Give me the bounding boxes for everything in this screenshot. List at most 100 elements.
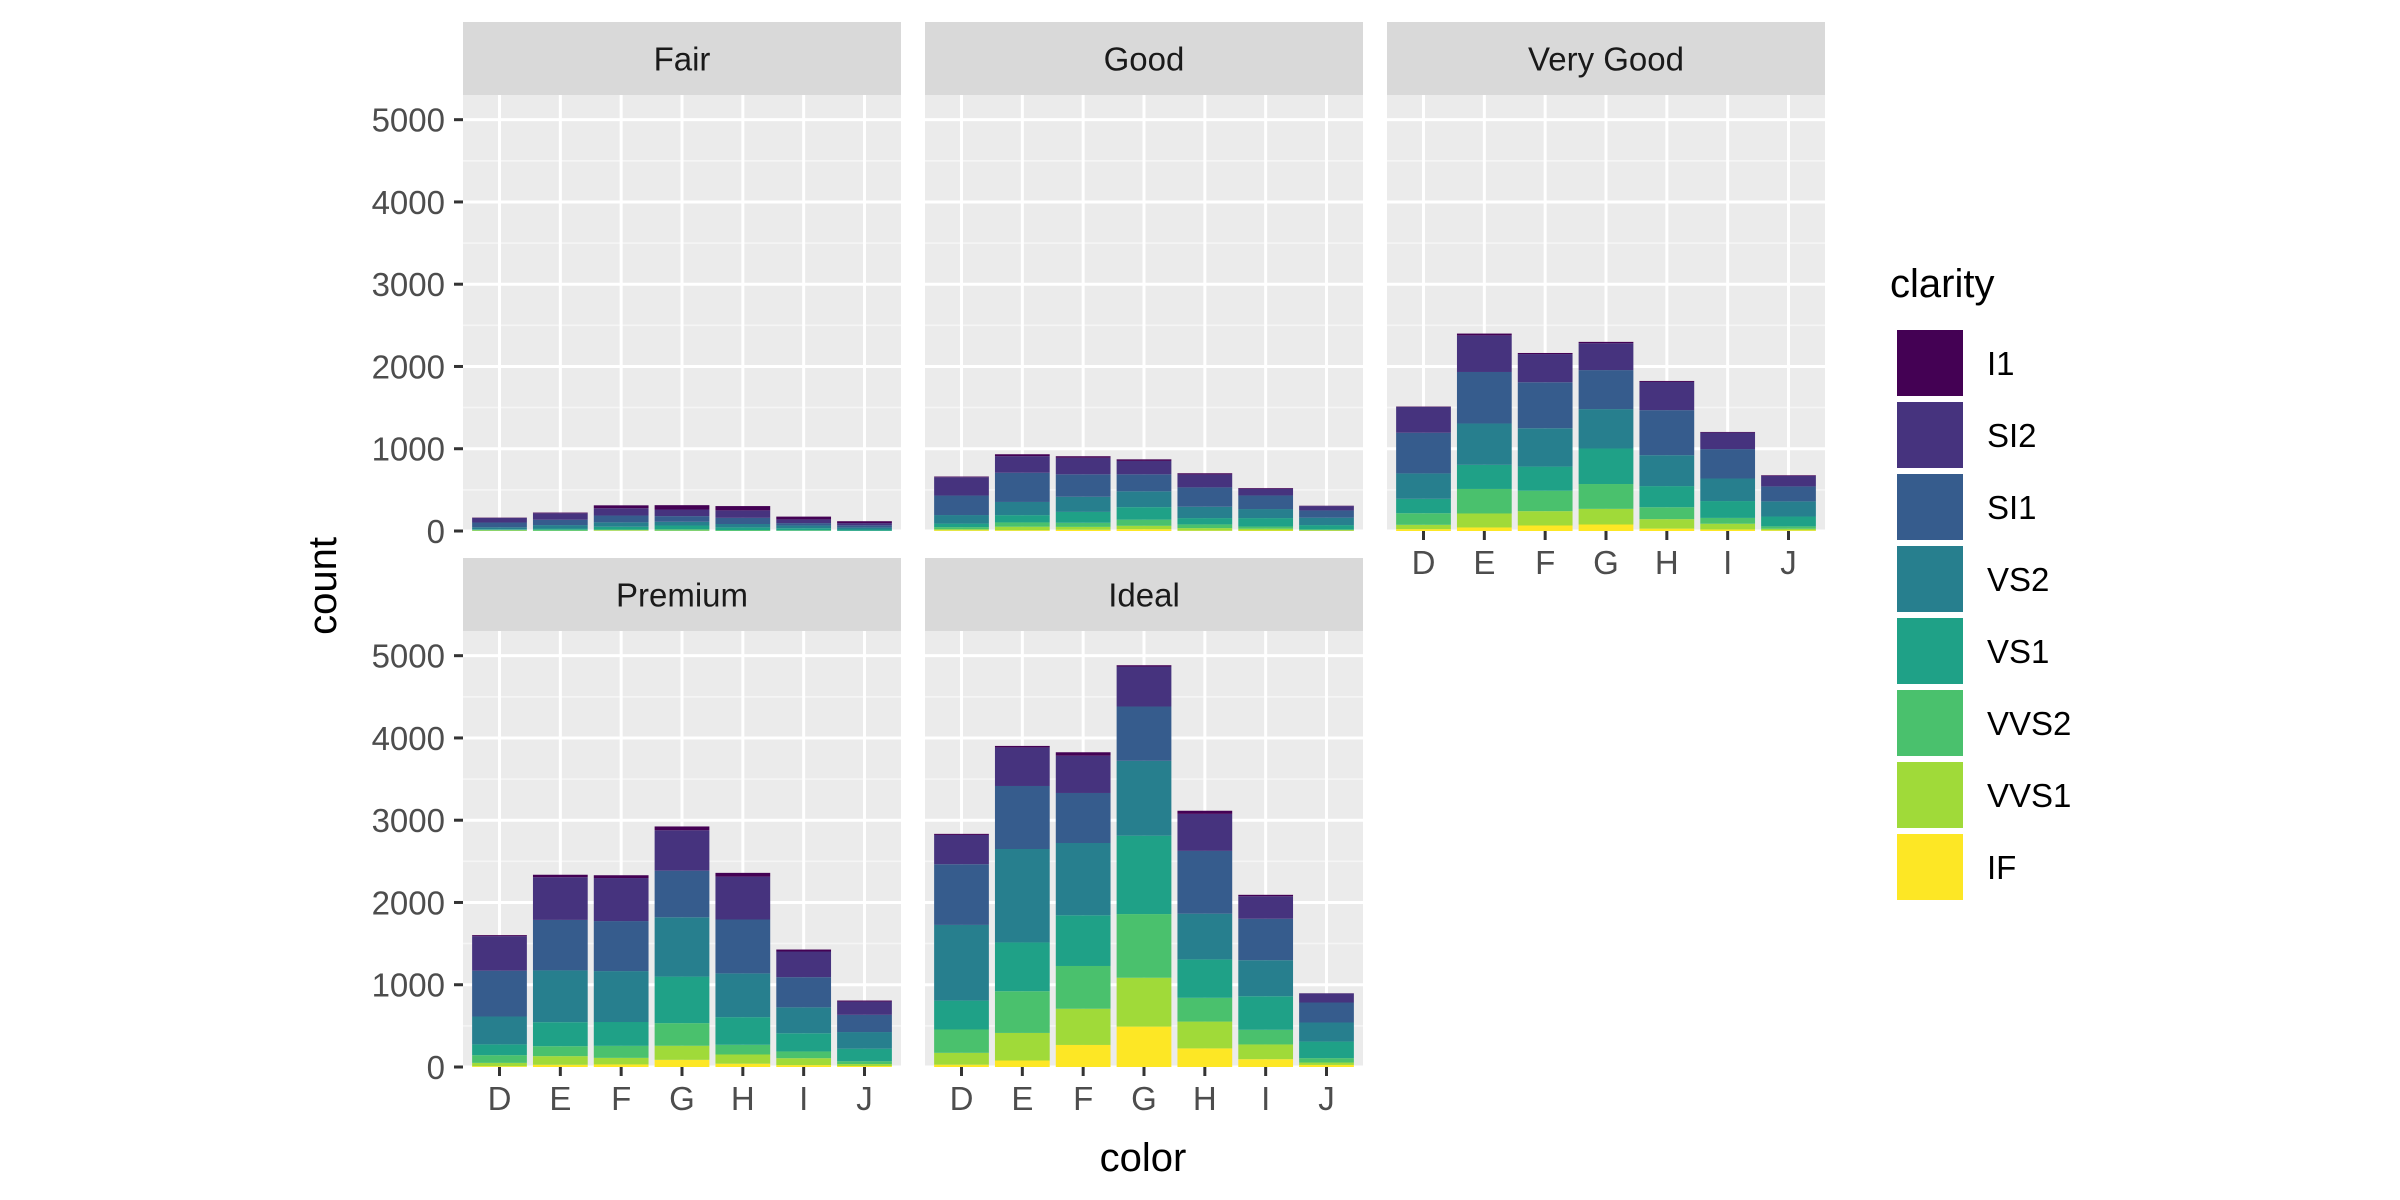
bar-segment-vvs2-d (1396, 513, 1451, 525)
bar-segment-vvs2-h (1177, 524, 1233, 529)
bar-segment-i1-e (994, 745, 1050, 748)
facet-strip (925, 22, 1363, 95)
bar-segment-if-g (654, 1059, 710, 1067)
bar-segment-vvs1-f (1055, 1008, 1111, 1045)
bar-segment-i1-i (1238, 894, 1294, 897)
legend-title: clarity (1890, 262, 1994, 306)
x-tick-label: G (1593, 544, 1619, 581)
bar-segment-si1-j (1761, 486, 1816, 502)
legend-key-vs2 (1897, 546, 1963, 612)
bar-segment-si2-f (1055, 457, 1111, 475)
bar-segment-vs2-f (1055, 842, 1111, 916)
bar-segment-vvs2-j (1299, 1058, 1354, 1063)
facet-strip (463, 22, 901, 95)
bar-segment-vs1-f (593, 526, 649, 530)
bar-segment-i1-g (1116, 665, 1172, 667)
bar-segment-vvs1-g (1116, 525, 1172, 530)
bar-segment-vs1-d (472, 1044, 527, 1056)
bar-segment-vs2-j (1299, 517, 1354, 526)
bar-segment-si1-d (934, 495, 989, 516)
bar-segment-si1-i (1238, 918, 1294, 961)
bar-segment-vs2-g (1116, 491, 1172, 508)
bar-segment-si2-d (934, 477, 989, 496)
bar-segment-i1-d (934, 833, 989, 835)
x-tick-label: I (1261, 1080, 1270, 1117)
bar-segment-vs2-f (593, 522, 649, 527)
bar-segment-vvs2-i (1700, 517, 1756, 524)
bar-segment-vs1-g (654, 976, 710, 1024)
bar-segment-vvs2-h (715, 1044, 771, 1055)
bar-segment-si1-e (532, 919, 588, 971)
bar-segment-i1-e (994, 454, 1050, 457)
bar-segment-si2-j (1299, 993, 1354, 1003)
bar-segment-si2-i (1238, 488, 1294, 496)
bar-segment-si2-f (593, 508, 649, 516)
bar-segment-vs2-d (472, 1016, 527, 1045)
bar-segment-i1-h (715, 506, 771, 511)
bar-segment-vvs1-e (994, 1032, 1050, 1061)
bar-segment-vvs2-f (593, 529, 649, 531)
bar-segment-i1-e (532, 512, 588, 514)
bar-segment-vvs2-j (1299, 529, 1354, 531)
bar-segment-if-i (776, 1065, 832, 1067)
bar-segment-i1-f (593, 505, 649, 509)
facet-strip (463, 558, 901, 631)
x-tick-label: D (1412, 544, 1436, 581)
x-tick-label: G (1131, 1080, 1157, 1117)
bar-segment-si1-i (1700, 449, 1756, 479)
bar-segment-vvs2-g (1116, 914, 1172, 978)
bar-segment-if-f (1517, 525, 1573, 531)
bar-segment-i1-g (654, 826, 710, 831)
bar-segment-si1-f (1055, 792, 1111, 843)
bar-segment-vs1-e (994, 942, 1050, 992)
facet-strip-label: Very Good (1528, 41, 1684, 78)
bar-segment-vs2-h (1177, 913, 1233, 960)
bar-segment-vvs1-h (715, 1054, 771, 1064)
bar-segment-si2-d (472, 517, 527, 523)
bar-segment-vvs2-h (715, 530, 771, 531)
bar-segment-if-e (994, 530, 1050, 531)
legend-key-si2 (1897, 402, 1963, 468)
bar-segment-vvs2-e (994, 522, 1050, 527)
bar-segment-if-h (715, 1063, 771, 1067)
x-tick-label: F (1073, 1080, 1093, 1117)
bar-segment-si2-e (532, 513, 588, 520)
bar-segment-vs2-d (934, 515, 989, 524)
bar-segment-si2-g (1578, 343, 1634, 371)
bar-segment-vs2-i (1700, 478, 1756, 502)
bar-segment-vs1-h (1639, 486, 1695, 508)
bar-segment-if-g (1116, 1026, 1172, 1067)
legend-label-vvs2: VVS2 (1987, 705, 2071, 742)
bar-segment-i1-e (1456, 333, 1512, 336)
bar-segment-si1-g (654, 870, 710, 918)
legend-key-i1 (1897, 330, 1963, 396)
bar-segment-vs1-h (1177, 959, 1233, 998)
bar-segment-vvs2-g (1116, 519, 1172, 526)
bar-segment-si1-e (1456, 371, 1512, 424)
bar-segment-vvs2-e (994, 991, 1050, 1033)
bar-segment-si1-d (934, 864, 989, 925)
x-tick-label: I (799, 1080, 808, 1117)
bar-segment-si2-d (472, 936, 527, 971)
x-tick-label: I (1723, 544, 1732, 581)
bar-segment-vvs1-g (1578, 508, 1634, 525)
bar-segment-i1-i (1238, 488, 1294, 489)
bar-segment-si2-j (1299, 506, 1354, 511)
bar-segment-si2-i (776, 519, 832, 524)
y-tick-label: 1000 (372, 431, 445, 468)
bar-segment-if-e (1456, 527, 1512, 531)
bar-segment-vs2-e (994, 849, 1050, 943)
bar-segment-si2-g (654, 830, 710, 871)
facet-panel-good: Good (925, 22, 1363, 533)
bar-segment-vvs2-d (934, 527, 989, 530)
bar-segment-i1-h (1177, 810, 1233, 814)
bar-segment-vvs1-j (1299, 1062, 1354, 1065)
bar-segment-vs2-j (1761, 501, 1816, 517)
bar-segment-vvs1-g (1116, 977, 1172, 1027)
bar-segment-i1-d (934, 476, 989, 478)
bar-segment-vs2-g (1578, 409, 1634, 449)
bar-segment-si2-i (1700, 432, 1756, 450)
bar-segment-vvs1-e (1456, 513, 1512, 528)
bar-segment-vs1-i (1238, 996, 1294, 1030)
bar-segment-vvs1-i (1238, 1044, 1294, 1060)
